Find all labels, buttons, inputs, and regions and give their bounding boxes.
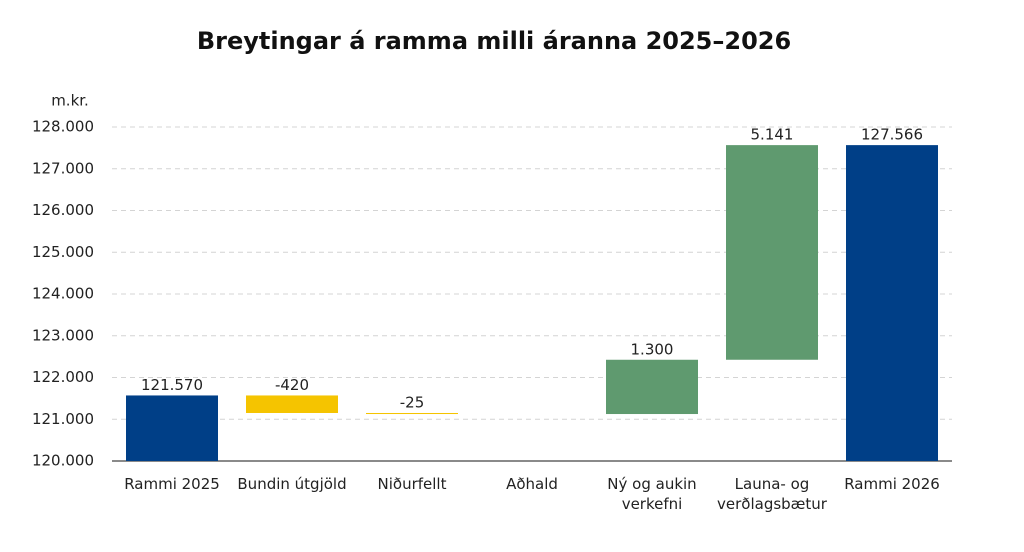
bar bbox=[246, 395, 338, 413]
y-tick-label: 125.000 bbox=[32, 243, 94, 261]
value-label: -420 bbox=[275, 376, 309, 394]
x-tick-label: Rammi 2026 bbox=[844, 475, 940, 493]
value-label: 127.566 bbox=[861, 126, 923, 144]
x-tick-label: Rammi 2025 bbox=[124, 475, 220, 493]
value-label: 121.570 bbox=[141, 376, 203, 394]
bar bbox=[606, 359, 698, 415]
y-tick-label: 122.000 bbox=[32, 368, 94, 386]
x-tick-label: Aðhald bbox=[506, 475, 558, 493]
bar bbox=[366, 412, 458, 415]
y-tick-label: 120.000 bbox=[32, 452, 94, 470]
y-tick-label: 123.000 bbox=[32, 326, 94, 344]
x-tick-label: Niðurfellt bbox=[377, 475, 447, 493]
y-tick-label: 126.000 bbox=[32, 201, 94, 219]
y-axis-label: m.kr. bbox=[51, 92, 89, 110]
x-tick-label: Ný og aukin verkefni bbox=[607, 475, 697, 513]
y-tick-label: 128.000 bbox=[32, 118, 94, 136]
bar bbox=[846, 145, 938, 461]
bar bbox=[726, 145, 818, 360]
y-tick-label: 127.000 bbox=[32, 159, 94, 177]
y-tick-label: 121.000 bbox=[32, 410, 94, 428]
bar bbox=[126, 395, 218, 461]
x-tick-label: Launa- og verðlagsbætur bbox=[717, 475, 827, 513]
value-label: 5.141 bbox=[751, 126, 794, 144]
x-tick-label: Bundin útgjöld bbox=[237, 475, 347, 493]
chart-title: Breytingar á ramma milli áranna 2025–202… bbox=[197, 27, 791, 55]
value-label: 1.300 bbox=[631, 340, 674, 358]
value-label: -25 bbox=[400, 393, 425, 411]
y-tick-label: 124.000 bbox=[32, 285, 94, 303]
